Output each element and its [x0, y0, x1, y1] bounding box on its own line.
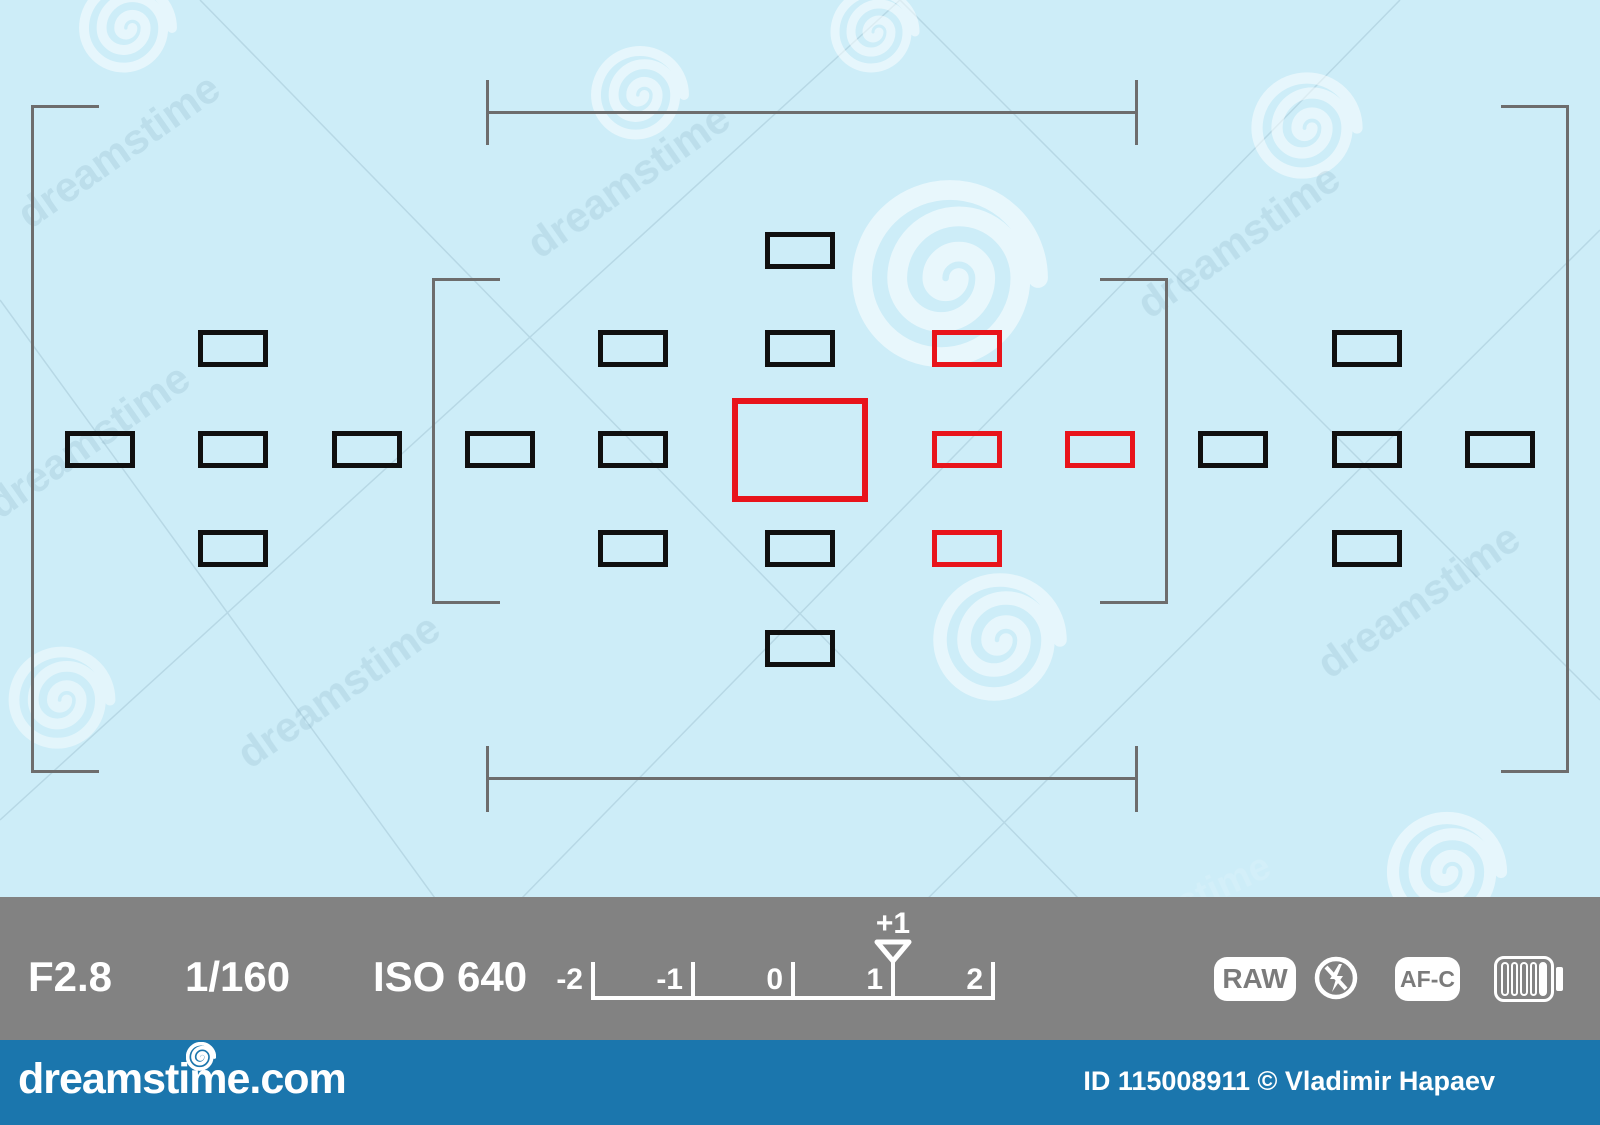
- exposure-meter-tick: [691, 962, 695, 1000]
- exposure-meter-tick: [591, 962, 595, 1000]
- metering-zone-line-bottom: [487, 777, 1138, 780]
- battery-terminal: [1556, 967, 1563, 991]
- focus-point: [198, 329, 268, 367]
- focus-point: [465, 430, 535, 468]
- focus-point: [765, 329, 835, 367]
- battery-segment-empty: [1510, 962, 1519, 996]
- battery-segment-full: [1539, 962, 1547, 996]
- exposure-meter-tick: [791, 962, 795, 1000]
- focus-point: [198, 430, 268, 468]
- focus-point: [1332, 329, 1402, 367]
- focus-point-active: [1065, 430, 1135, 468]
- focus-point: [1198, 430, 1268, 468]
- focus-point: [598, 430, 668, 468]
- battery-segment-empty: [1501, 962, 1509, 996]
- metering-zone-tick: [486, 80, 489, 145]
- exposure-meter-label: 2: [966, 963, 983, 996]
- frame-bracket-inner-left: [432, 278, 500, 604]
- shutter-speed-readout: 1/160: [185, 953, 291, 1000]
- focus-point-active: [932, 329, 1002, 367]
- aperture-readout: F2.8: [28, 953, 113, 1000]
- focus-point: [1332, 529, 1402, 567]
- stock-photo-footer: dreamstime.com ID 115008911 © Vladimir H…: [0, 1040, 1600, 1125]
- frame-bracket-inner-right: [1100, 278, 1168, 604]
- dreamstime-logo: dreamstime.com: [18, 1055, 347, 1103]
- metering-zone-line-top: [487, 111, 1138, 114]
- exposure-meter-label: 0: [766, 963, 783, 996]
- focus-point-active: [932, 430, 1002, 468]
- exposure-meter-tick: [891, 962, 895, 1000]
- af-mode-badge: AF-C: [1395, 957, 1460, 1001]
- svg-text:dreamstime: dreamstime: [228, 604, 448, 778]
- image-credit: ID 115008911 © Vladimir Hapaev: [1083, 1066, 1495, 1096]
- focus-point-active: [932, 529, 1002, 567]
- frame-bracket-outer-right: [1501, 105, 1569, 773]
- focus-point: [598, 329, 668, 367]
- metering-zone-tick: [1135, 80, 1138, 145]
- battery-segment-empty: [1520, 962, 1528, 996]
- focus-point: [765, 231, 835, 269]
- battery-segment-empty: [1529, 962, 1538, 996]
- exposure-meter-label: 1: [866, 963, 883, 996]
- focus-point: [765, 629, 835, 667]
- focus-point-center-active: [732, 398, 868, 502]
- exposure-meter-tick: [991, 962, 995, 1000]
- focus-point: [1465, 430, 1535, 468]
- focus-point: [332, 430, 402, 468]
- exposure-indicator-triangle-icon: [874, 939, 912, 964]
- raw-format-badge: RAW: [1214, 957, 1296, 1001]
- frame-bracket-outer-left: [31, 105, 99, 773]
- camera-status-bar: F2.8 1/160 ISO 640 -2 -1 0 1 2 +1 RAW: [0, 897, 1600, 1040]
- battery-icon: [1494, 956, 1554, 1002]
- exposure-meter-label: -2: [556, 963, 583, 996]
- svg-text:dreamstime: dreamstime: [518, 94, 738, 268]
- focus-point: [198, 529, 268, 567]
- metering-zone-tick: [486, 746, 489, 812]
- metering-zone-tick: [1135, 746, 1138, 812]
- focus-point: [598, 529, 668, 567]
- exposure-compensation-value: +1: [875, 907, 911, 940]
- flash-icon: [1314, 956, 1358, 1000]
- focus-point: [765, 529, 835, 567]
- iso-readout: ISO 640: [373, 953, 528, 1000]
- exposure-meter-label: -1: [656, 963, 683, 996]
- focus-point: [1332, 430, 1402, 468]
- focus-point: [65, 430, 135, 468]
